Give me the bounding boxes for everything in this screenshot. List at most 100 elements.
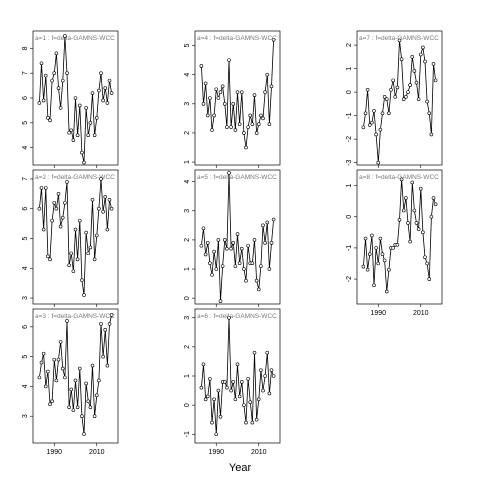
- data-point: [52, 357, 57, 362]
- data-point: [99, 322, 103, 326]
- data-point: [387, 111, 391, 116]
- data-point: [365, 267, 370, 272]
- data-point: [105, 101, 110, 105]
- data-point: [231, 102, 236, 106]
- data-point: [248, 113, 253, 118]
- panel-frame: [194, 169, 281, 305]
- y-tick-label: 6: [22, 96, 29, 100]
- data-point: [261, 223, 265, 228]
- data-point: [384, 289, 389, 294]
- data-point: [107, 322, 112, 326]
- data-point: [239, 380, 244, 384]
- data-point: [363, 236, 368, 241]
- y-tick-label: 5: [22, 121, 29, 125]
- data-point: [361, 125, 366, 130]
- panel-frame: [356, 169, 443, 305]
- y-tick-label: 0: [184, 403, 191, 407]
- data-point: [384, 97, 389, 101]
- series-line: [39, 314, 112, 435]
- data-point: [250, 261, 255, 266]
- data-point: [109, 206, 114, 211]
- data-point: [237, 261, 242, 266]
- data-point: [395, 242, 400, 247]
- data-point: [256, 122, 261, 127]
- data-point: [52, 71, 57, 75]
- data-point: [109, 91, 114, 95]
- y-tick-label: 6: [22, 207, 29, 211]
- data-point: [431, 62, 436, 66]
- data-point: [259, 264, 263, 268]
- data-point: [218, 414, 223, 419]
- data-point: [222, 238, 227, 242]
- data-point: [67, 405, 71, 410]
- data-point: [227, 171, 231, 175]
- data-point: [429, 132, 434, 137]
- panel-8: a=8 : f=delta-GAMNS-WCC -2 -1 0 1 1990 2010: [346, 169, 443, 317]
- data-point: [239, 246, 244, 251]
- data-point: [427, 277, 432, 281]
- data-point: [41, 227, 46, 232]
- data-point: [372, 283, 376, 288]
- y-tick-label: 1: [184, 160, 191, 164]
- data-point: [58, 224, 63, 229]
- data-point: [242, 131, 246, 135]
- data-point: [367, 123, 372, 127]
- data-point: [235, 232, 240, 236]
- data-point: [43, 186, 48, 190]
- data-point: [372, 109, 376, 113]
- data-point: [56, 192, 61, 196]
- data-point: [229, 125, 233, 129]
- data-point: [233, 128, 238, 132]
- data-point: [65, 71, 69, 75]
- data-point: [222, 380, 227, 384]
- data-point: [214, 267, 219, 271]
- data-point: [84, 230, 88, 235]
- data-point: [84, 381, 88, 386]
- data-point: [90, 197, 95, 202]
- data-point: [88, 121, 93, 125]
- data-point: [399, 177, 404, 182]
- x-tick-label: 2010: [251, 449, 267, 456]
- data-point: [201, 226, 206, 231]
- data-point: [65, 319, 69, 323]
- data-point: [225, 125, 229, 129]
- y-tick-label: 2: [184, 131, 191, 135]
- data-point: [244, 420, 248, 425]
- data-point: [103, 328, 108, 332]
- data-point: [58, 339, 63, 344]
- data-point: [370, 120, 374, 125]
- y-tick-label: 6: [22, 325, 29, 329]
- data-point: [222, 102, 227, 106]
- data-point: [254, 278, 259, 283]
- x-tick-label: 2010: [413, 310, 429, 317]
- data-point: [71, 269, 76, 274]
- data-point: [237, 394, 242, 399]
- data-point: [259, 113, 263, 118]
- data-point: [231, 241, 236, 245]
- panel-label: a=4 : f=delta-GAMNS-WCC: [197, 35, 277, 42]
- data-point: [107, 197, 112, 202]
- data-point: [406, 221, 410, 225]
- data-point: [225, 385, 229, 390]
- y-tick-label: -3: [346, 159, 353, 165]
- data-point: [269, 368, 274, 372]
- data-point: [216, 238, 221, 242]
- data-point: [410, 180, 415, 185]
- data-point: [376, 261, 381, 266]
- y-tick-label: 2: [346, 43, 353, 47]
- data-point: [382, 258, 387, 263]
- data-point: [46, 369, 50, 374]
- data-point: [69, 251, 74, 256]
- data-point: [382, 95, 387, 99]
- y-tick-label: 3: [22, 414, 29, 418]
- x-tick-label: 2010: [89, 449, 105, 456]
- data-point: [80, 278, 84, 282]
- data-point: [239, 90, 244, 94]
- y-tick-label: 3: [184, 209, 191, 213]
- panel-6: a=6 : f=delta-GAMNS-WCC -1 0 1 2 3 1990 2010: [184, 308, 281, 456]
- data-point: [233, 397, 238, 402]
- data-point: [208, 377, 212, 381]
- y-tick-label: 4: [22, 266, 29, 270]
